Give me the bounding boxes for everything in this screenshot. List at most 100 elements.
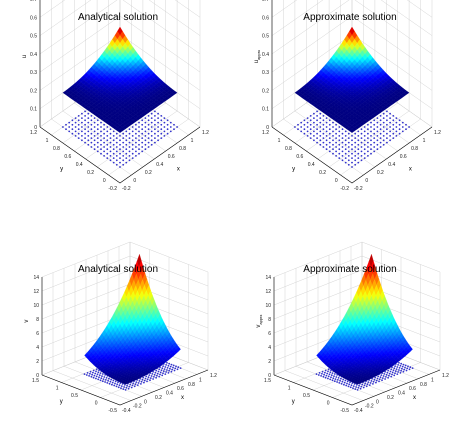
node-point bbox=[356, 389, 359, 391]
node-point bbox=[376, 139, 379, 142]
node-point bbox=[357, 139, 360, 142]
node-point bbox=[144, 139, 147, 142]
node-point bbox=[150, 143, 153, 146]
node-point bbox=[373, 146, 376, 148]
surface bbox=[294, 26, 410, 133]
node-point bbox=[160, 128, 163, 131]
node-point bbox=[169, 367, 171, 370]
node-point bbox=[328, 373, 331, 376]
node-point bbox=[409, 366, 412, 369]
node-point bbox=[141, 123, 144, 126]
node-point bbox=[141, 146, 144, 148]
node-point bbox=[392, 137, 395, 140]
node-point bbox=[163, 121, 166, 124]
node-point bbox=[364, 382, 367, 385]
node-point bbox=[354, 163, 357, 166]
node-point bbox=[347, 146, 350, 148]
node-point bbox=[131, 135, 134, 137]
node-point bbox=[127, 387, 130, 390]
node-point bbox=[322, 128, 325, 131]
node-point bbox=[344, 379, 347, 382]
node-point bbox=[335, 128, 337, 131]
node-point bbox=[346, 382, 348, 385]
node-point bbox=[81, 112, 83, 115]
node-point bbox=[325, 374, 328, 377]
node-point bbox=[341, 141, 344, 144]
node-point bbox=[335, 155, 337, 157]
node-point bbox=[144, 143, 147, 146]
node-point bbox=[358, 384, 360, 387]
node-point bbox=[332, 139, 334, 142]
z-tick-label: 0.6 bbox=[30, 15, 37, 21]
z-tick-label: 10 bbox=[265, 303, 271, 309]
node-point bbox=[335, 137, 337, 140]
node-point bbox=[143, 379, 146, 382]
node-point bbox=[389, 130, 391, 133]
node-point bbox=[119, 157, 121, 160]
node-point bbox=[157, 117, 160, 119]
z-axis-label-subscript: apprx bbox=[256, 50, 261, 60]
node-point bbox=[115, 159, 118, 162]
node-point bbox=[122, 388, 125, 390]
node-point bbox=[90, 115, 93, 117]
node-point bbox=[138, 139, 140, 142]
z-tick-label: 12 bbox=[265, 289, 271, 295]
node-point bbox=[322, 123, 325, 126]
node-point bbox=[357, 135, 360, 137]
node-point bbox=[120, 387, 122, 390]
node-point bbox=[357, 143, 360, 146]
node-point bbox=[347, 163, 350, 166]
node-point bbox=[401, 365, 404, 368]
node-point bbox=[106, 130, 109, 133]
node-point bbox=[87, 117, 90, 119]
node-point bbox=[362, 386, 365, 389]
node-point bbox=[169, 365, 172, 368]
node-point bbox=[87, 135, 90, 137]
node-point bbox=[313, 126, 315, 128]
node-point bbox=[150, 130, 153, 133]
z-tick-label: 0 bbox=[266, 125, 269, 131]
node-point bbox=[135, 155, 137, 157]
node-point bbox=[329, 371, 332, 374]
x-tick-label: 1 bbox=[431, 377, 434, 383]
node-point bbox=[375, 379, 378, 382]
node-point bbox=[373, 119, 376, 122]
node-point bbox=[367, 128, 369, 131]
node-point bbox=[379, 123, 382, 126]
node-point bbox=[363, 157, 366, 160]
node-point bbox=[96, 373, 99, 376]
node-point bbox=[138, 152, 140, 155]
node-point bbox=[90, 137, 93, 140]
y-tick-label: 0.4 bbox=[308, 162, 315, 168]
node-point bbox=[326, 372, 329, 375]
node-point bbox=[166, 123, 169, 126]
node-point bbox=[98, 374, 101, 377]
node-point bbox=[77, 119, 80, 122]
node-point bbox=[65, 128, 67, 131]
node-point bbox=[96, 146, 99, 148]
node-point bbox=[155, 376, 158, 379]
node-point bbox=[322, 146, 325, 148]
node-point bbox=[90, 132, 93, 135]
node-point bbox=[400, 369, 402, 372]
x-tick-label: 1 bbox=[191, 138, 194, 144]
node-point bbox=[135, 141, 137, 144]
node-point bbox=[363, 143, 366, 146]
node-point bbox=[376, 121, 379, 124]
node-point bbox=[169, 121, 172, 124]
node-point bbox=[396, 366, 399, 368]
node-point bbox=[149, 377, 152, 379]
z-tick-label: 6 bbox=[36, 331, 39, 337]
node-point bbox=[315, 373, 318, 375]
node-point bbox=[382, 126, 385, 128]
node-point bbox=[157, 126, 160, 128]
node-point bbox=[118, 384, 121, 387]
node-point bbox=[115, 141, 118, 144]
node-point bbox=[110, 378, 113, 381]
node-point bbox=[330, 374, 333, 377]
node-point bbox=[97, 371, 100, 374]
node-point bbox=[389, 112, 391, 115]
z-axis-label: uapprx bbox=[254, 50, 261, 63]
node-point bbox=[370, 135, 372, 137]
node-point bbox=[351, 161, 353, 164]
